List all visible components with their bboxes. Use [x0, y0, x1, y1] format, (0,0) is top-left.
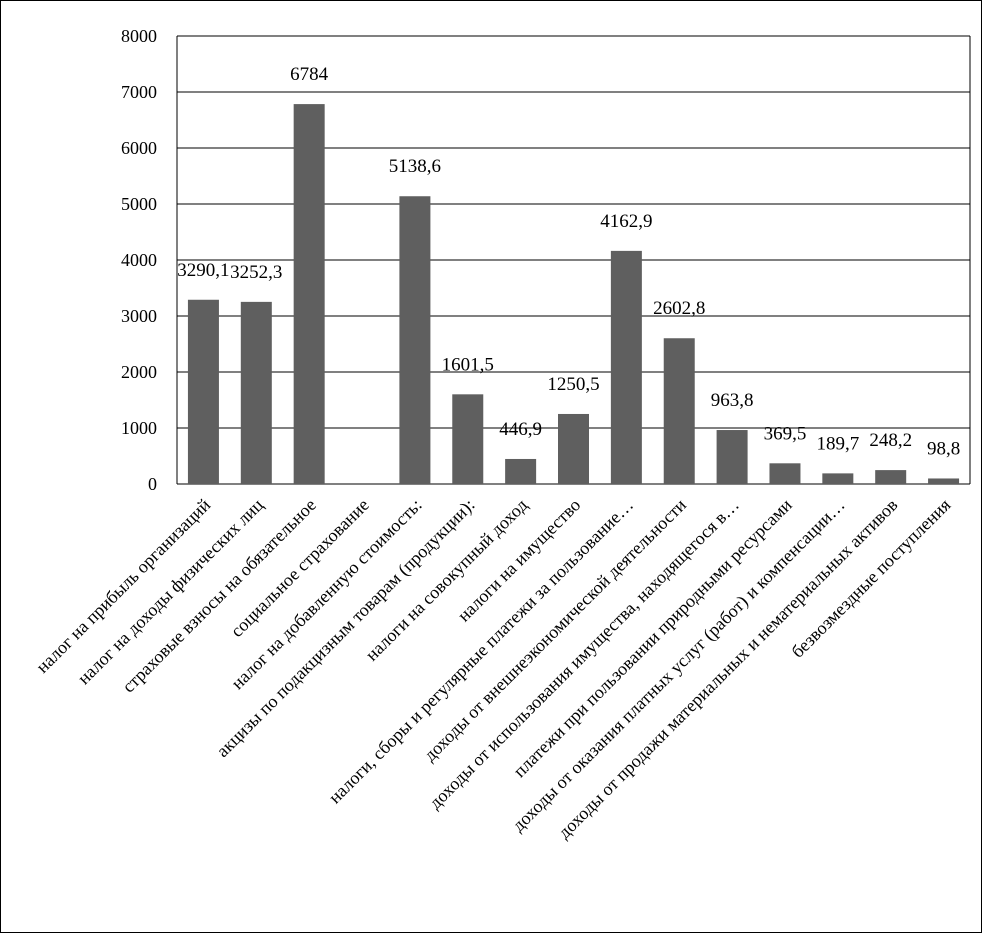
bar — [822, 473, 854, 484]
bar — [558, 413, 589, 484]
bar — [187, 299, 219, 484]
y-tick-label: 4000 — [121, 250, 157, 270]
data-label: 5138,6 — [389, 156, 441, 177]
bar — [875, 470, 907, 484]
bar — [928, 478, 960, 484]
data-label: 248,2 — [869, 430, 912, 451]
bar — [663, 338, 695, 484]
data-label: 963,8 — [711, 390, 754, 411]
data-label: 1601,5 — [442, 354, 494, 375]
bar — [293, 104, 325, 484]
bar — [505, 458, 537, 484]
bar — [452, 394, 484, 484]
bar — [610, 250, 642, 484]
x-tick-label: страховые взносы на обязательное — [118, 495, 320, 697]
data-label: 446,9 — [499, 419, 542, 440]
y-tick-label: 1000 — [121, 418, 157, 438]
y-tick-label: 5000 — [121, 194, 157, 214]
y-axis-ticks: 0 1000 2000 3000 4000 5000 6000 7000 8000 — [121, 26, 157, 494]
data-label: 98,8 — [927, 438, 960, 459]
x-tick-label: доходы от продажи материальных и нематер… — [554, 495, 902, 843]
data-labels: 3290,1 3252,3 6784 5138,6 1601,5 446,9 1250,5 4… — [177, 64, 960, 459]
data-label: 369,5 — [764, 423, 807, 444]
x-tick-label: налог на добавленную стоимость: — [227, 495, 425, 693]
bars — [187, 104, 960, 484]
y-tick-label: 0 — [148, 474, 157, 494]
y-tick-label: 8000 — [121, 26, 157, 46]
data-label: 2602,8 — [653, 298, 705, 319]
y-tick-label: 2000 — [121, 362, 157, 382]
y-tick-label: 7000 — [121, 82, 157, 102]
bar — [716, 430, 748, 484]
y-tick-label: 6000 — [121, 138, 157, 158]
data-label: 1250,5 — [547, 374, 599, 395]
y-tick-label: 3000 — [121, 306, 157, 326]
bar — [769, 463, 801, 484]
bar — [399, 196, 431, 484]
data-label: 189,7 — [816, 433, 859, 454]
data-label: 3290,1 — [177, 260, 229, 281]
data-label: 3252,3 — [230, 262, 282, 283]
data-label: 6784 — [290, 64, 329, 85]
data-label: 4162,9 — [600, 211, 652, 232]
bar — [240, 301, 272, 484]
